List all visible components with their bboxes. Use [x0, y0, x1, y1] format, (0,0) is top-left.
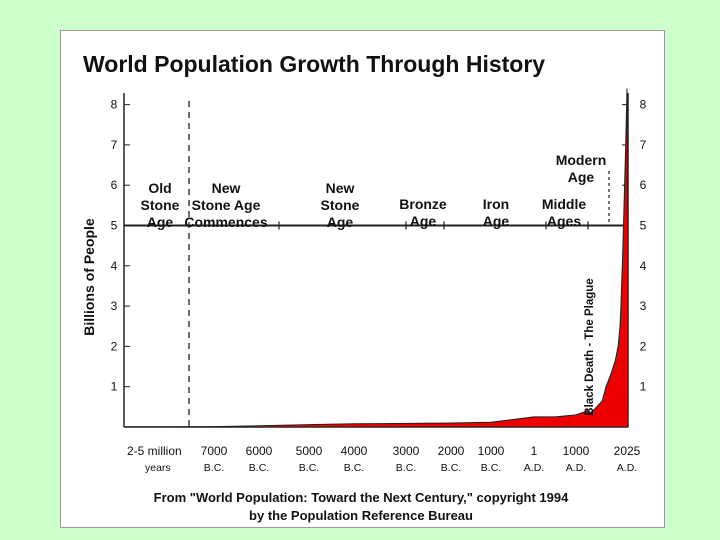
- x-tick-sublabel: B.C.: [396, 462, 416, 474]
- x-tick-label: 1000: [478, 444, 505, 458]
- source-line-1: From "World Population: Toward the Next …: [154, 490, 569, 505]
- era-label: Bronze: [399, 196, 447, 212]
- era-label: Stone: [141, 197, 180, 213]
- y-tick-label-right: 5: [640, 219, 647, 233]
- source-line-2: by the Population Reference Bureau: [249, 508, 473, 523]
- y-tick-label-right: 6: [640, 178, 647, 192]
- y-tick-label-left: 8: [111, 98, 118, 112]
- y-tick-label-right: 7: [640, 138, 647, 152]
- era-label: Old: [148, 180, 171, 196]
- era-label: Stone Age: [192, 197, 261, 213]
- y-tick-label-right: 8: [640, 98, 647, 112]
- x-tick-label: 1: [531, 444, 538, 458]
- x-tick-label: 4000: [341, 444, 368, 458]
- y-tick-label-right: 1: [640, 380, 647, 394]
- population-area: [125, 88, 629, 428]
- x-tick-sublabel: B.C.: [344, 462, 364, 474]
- era-label: Ages: [547, 213, 581, 229]
- y-tick-label-left: 6: [111, 178, 118, 192]
- era-label: Commences: [184, 214, 267, 230]
- y-tick-label-right: 2: [640, 339, 647, 353]
- x-tick-sublabel: B.C.: [249, 462, 269, 474]
- x-tick-sublabel: A.D.: [566, 462, 586, 474]
- x-tick-sublabel: A.D.: [617, 462, 637, 474]
- y-tick-label-left: 1: [111, 380, 118, 394]
- era-label: Age: [568, 169, 595, 185]
- y-tick-label-left: 7: [111, 138, 118, 152]
- x-tick-sublabel: B.C.: [481, 462, 501, 474]
- era-label: Iron: [483, 196, 509, 212]
- y-tick-label-left: 3: [111, 299, 118, 313]
- x-tick-sublabel: B.C.: [204, 462, 224, 474]
- x-tick-label: 1000: [563, 444, 590, 458]
- x-tick-label: 7000: [201, 444, 228, 458]
- y-tick-label-left: 5: [111, 219, 118, 233]
- y-tick-label-left: 2: [111, 339, 118, 353]
- era-label: Age: [327, 214, 354, 230]
- slide-panel: World Population Growth Through History …: [60, 30, 665, 528]
- x-tick-label: 2000: [438, 444, 465, 458]
- era-label: Modern: [556, 152, 607, 168]
- era-label: Age: [410, 213, 437, 229]
- x-tick-sublabel: years: [145, 462, 171, 474]
- x-tick-label: 2025: [614, 444, 641, 458]
- chart-title: World Population Growth Through History: [83, 51, 545, 77]
- y-tick-label-right: 4: [640, 259, 647, 273]
- era-label: New: [212, 180, 241, 196]
- population-chart: World Population Growth Through History …: [81, 51, 647, 523]
- x-tick-label: 3000: [393, 444, 420, 458]
- era-label: Stone: [321, 197, 360, 213]
- x-tick-label: 5000: [296, 444, 323, 458]
- era-label: Age: [483, 213, 510, 229]
- plague-annotation: Black Death - The Plague: [584, 278, 596, 415]
- x-tick-label: 2-5 million: [127, 444, 182, 458]
- era-label: Middle: [542, 196, 587, 212]
- y-axis-label: Billions of People: [81, 218, 97, 336]
- y-tick-label-right: 3: [640, 299, 647, 313]
- x-tick-sublabel: A.D.: [524, 462, 544, 474]
- x-tick-sublabel: B.C.: [299, 462, 319, 474]
- era-label: Age: [147, 214, 174, 230]
- x-tick-sublabel: B.C.: [441, 462, 461, 474]
- era-label: New: [326, 180, 355, 196]
- x-tick-label: 6000: [246, 444, 273, 458]
- y-tick-label-left: 4: [111, 259, 118, 273]
